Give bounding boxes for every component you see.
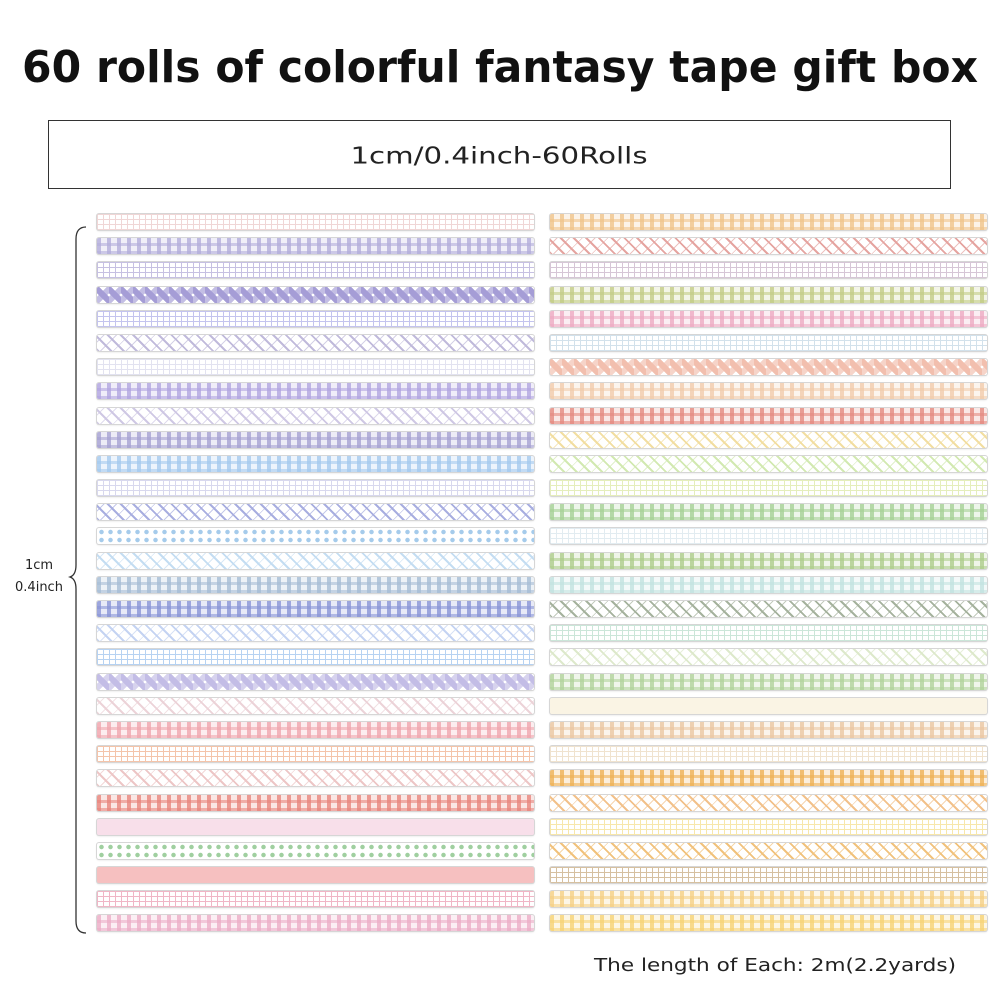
tape-roll xyxy=(550,431,987,448)
tape-roll xyxy=(550,552,987,569)
tape-roll xyxy=(97,214,534,230)
tape-roll xyxy=(550,746,987,763)
tape-roll xyxy=(97,625,534,642)
tape-roll xyxy=(97,576,534,593)
tape-roll xyxy=(550,359,987,376)
length-text: The length of Each: 2m(2.2yards) xyxy=(593,955,956,976)
tape-roll xyxy=(550,649,987,666)
page-title: 60 rolls of colorful fantasy tape gift b… xyxy=(0,30,1000,100)
tape-roll xyxy=(97,407,534,424)
tape-roll xyxy=(550,915,987,932)
tape-column-left xyxy=(97,214,534,940)
tape-roll xyxy=(97,310,534,327)
size-label: 1cm/0.4inch-60Rolls xyxy=(350,143,647,170)
tape-roll xyxy=(97,359,534,376)
tape-roll xyxy=(550,721,987,738)
tape-roll xyxy=(550,334,987,351)
tape-roll xyxy=(550,673,987,690)
tape-roll xyxy=(97,649,534,666)
tape-roll xyxy=(550,697,987,714)
length-note: The length of Each: 2m(2.2yards) xyxy=(590,950,960,980)
tape-roll xyxy=(97,334,534,351)
tape-roll xyxy=(97,383,534,400)
tape-roll xyxy=(97,262,534,279)
tape-roll xyxy=(97,867,534,884)
tape-roll xyxy=(97,818,534,835)
tape-roll xyxy=(550,407,987,424)
tape-roll xyxy=(550,480,987,497)
tape-roll xyxy=(97,697,534,714)
tape-roll xyxy=(97,238,534,255)
tape-roll xyxy=(97,286,534,303)
width-bracket xyxy=(68,226,87,934)
tape-roll xyxy=(550,867,987,884)
tape-roll xyxy=(97,455,534,472)
tape-roll xyxy=(97,431,534,448)
tape-roll xyxy=(550,310,987,327)
tape-roll xyxy=(97,915,534,932)
tape-roll xyxy=(97,842,534,859)
tape-roll xyxy=(550,601,987,617)
tape-roll xyxy=(97,746,534,763)
tape-roll xyxy=(550,891,987,908)
tape-roll xyxy=(97,721,534,738)
width-inch-label: 0.4inch xyxy=(15,580,63,595)
tape-roll xyxy=(97,552,534,569)
tape-roll xyxy=(550,576,987,593)
size-label-box: 1cm/0.4inch-60Rolls xyxy=(48,120,951,189)
tape-column-right xyxy=(550,214,987,940)
tape-roll xyxy=(550,625,987,642)
tape-roll xyxy=(97,794,534,811)
tape-roll xyxy=(550,238,987,255)
tape-roll xyxy=(550,214,987,230)
tape-roll xyxy=(97,770,534,787)
tape-roll xyxy=(550,794,987,811)
tape-roll xyxy=(550,842,987,859)
tape-roll xyxy=(550,528,987,545)
title-text: 60 rolls of colorful fantasy tape gift b… xyxy=(22,42,978,93)
tape-roll xyxy=(550,383,987,400)
tape-roll xyxy=(550,286,987,303)
tape-roll xyxy=(97,673,534,690)
tape-roll xyxy=(550,455,987,472)
tape-roll xyxy=(97,504,534,521)
tape-roll xyxy=(97,480,534,497)
tape-roll xyxy=(550,262,987,279)
tape-roll xyxy=(97,601,534,617)
tape-roll xyxy=(550,818,987,835)
tape-roll xyxy=(97,891,534,908)
tape-roll xyxy=(97,528,534,545)
tape-roll xyxy=(550,504,987,521)
width-cm-label: 1cm xyxy=(24,558,54,573)
tape-roll xyxy=(550,770,987,787)
